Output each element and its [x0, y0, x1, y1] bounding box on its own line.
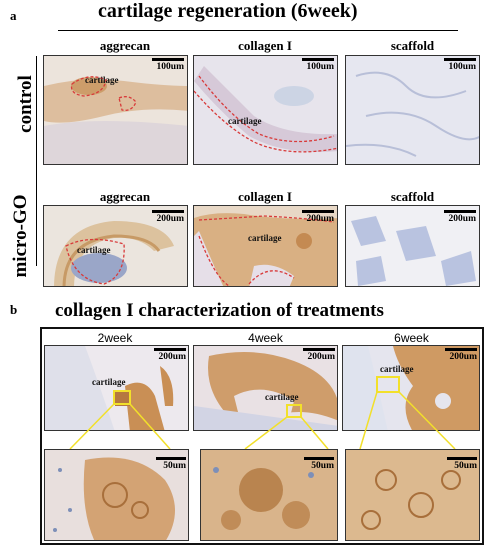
- micrograph-microgo-aggrecan: [43, 205, 188, 287]
- micrograph-microgo-collagen: [193, 205, 338, 287]
- cartilage-label: cartilage: [228, 116, 262, 126]
- micrograph-control-scaffold: [345, 55, 480, 165]
- column-header-scaffold: scaffold: [390, 189, 435, 204]
- cartilage-label: cartilage: [77, 245, 111, 255]
- timepoint-4week: 4week: [248, 331, 283, 345]
- scale-bar: 200um: [299, 348, 335, 362]
- micrograph-control-collagen: [193, 55, 338, 165]
- scale-label: 200um: [307, 352, 335, 362]
- scale-bar: 100um: [440, 58, 476, 72]
- cartilage-label: cartilage: [85, 75, 119, 85]
- panel-b-frame: [40, 327, 484, 545]
- column-header-collagen: collagen I: [238, 189, 292, 204]
- zoom-box-4week: [286, 404, 302, 418]
- scale-bar: 200um: [441, 348, 477, 362]
- cartilage-label: cartilage: [92, 377, 126, 387]
- column-header-collagen: collagen I: [238, 38, 292, 53]
- micrograph-4week-zoom: [200, 449, 338, 541]
- cartilage-label: cartilage: [380, 364, 414, 374]
- panel-b-letter: b: [10, 302, 18, 317]
- micrograph-2week: [44, 345, 189, 431]
- micrograph-control-aggrecan: [43, 55, 188, 165]
- scale-bar: 50um: [298, 457, 334, 471]
- panel-a-title: cartilage regeneration (6week): [98, 0, 358, 22]
- micrograph-6week-zoom: [345, 449, 480, 541]
- column-header-aggrecan: aggrecan: [99, 38, 151, 53]
- scale-label: 200um: [158, 352, 186, 362]
- scale-label: 100um: [156, 62, 184, 72]
- scale-label: 50um: [454, 461, 477, 471]
- timepoint-2week: 2week: [97, 331, 133, 345]
- scale-bar: 50um: [441, 457, 477, 471]
- panel-b-title: collagen I characterization of treatment…: [55, 300, 384, 321]
- scale-bar: 100um: [148, 58, 184, 72]
- zoom-line: [129, 403, 171, 450]
- scale-label: 200um: [306, 214, 334, 224]
- scale-label: 100um: [306, 62, 334, 72]
- scale-label: 100um: [448, 62, 476, 72]
- scale-bar: 100um: [298, 58, 334, 72]
- scale-label: 200um: [448, 214, 476, 224]
- panel-a-letter: a: [10, 8, 17, 23]
- zoom-line: [300, 416, 329, 450]
- cartilage-label: cartilage: [265, 392, 299, 402]
- zoom-box-2week: [113, 390, 131, 405]
- scale-bar: 200um: [440, 210, 476, 224]
- micrograph-4week: [193, 345, 338, 431]
- scale-bar: 50um: [150, 457, 186, 471]
- zoom-line: [244, 416, 288, 450]
- micrograph-microgo-scaffold: [345, 205, 480, 287]
- micrograph-2week-zoom: [44, 449, 189, 541]
- scale-label: 200um: [449, 352, 477, 362]
- column-header-aggrecan: aggrecan: [99, 189, 151, 204]
- title-underline: [58, 30, 458, 31]
- timepoint-6week: 6week: [394, 331, 429, 345]
- scale-label: 50um: [311, 461, 334, 471]
- scale-label: 200um: [156, 214, 184, 224]
- scale-label: 50um: [163, 461, 186, 471]
- zoom-line: [69, 403, 115, 450]
- scale-bar: 200um: [150, 348, 186, 362]
- micrograph-6week: [342, 345, 480, 431]
- zoom-line: [359, 391, 378, 450]
- cartilage-label: cartilage: [248, 233, 282, 243]
- zoom-box-6week: [376, 376, 400, 393]
- column-header-scaffold: scaffold: [390, 38, 435, 53]
- scale-bar: 200um: [148, 210, 184, 224]
- scale-bar: 200um: [298, 210, 334, 224]
- zoom-line: [398, 391, 456, 450]
- row-divider-line: [36, 56, 37, 266]
